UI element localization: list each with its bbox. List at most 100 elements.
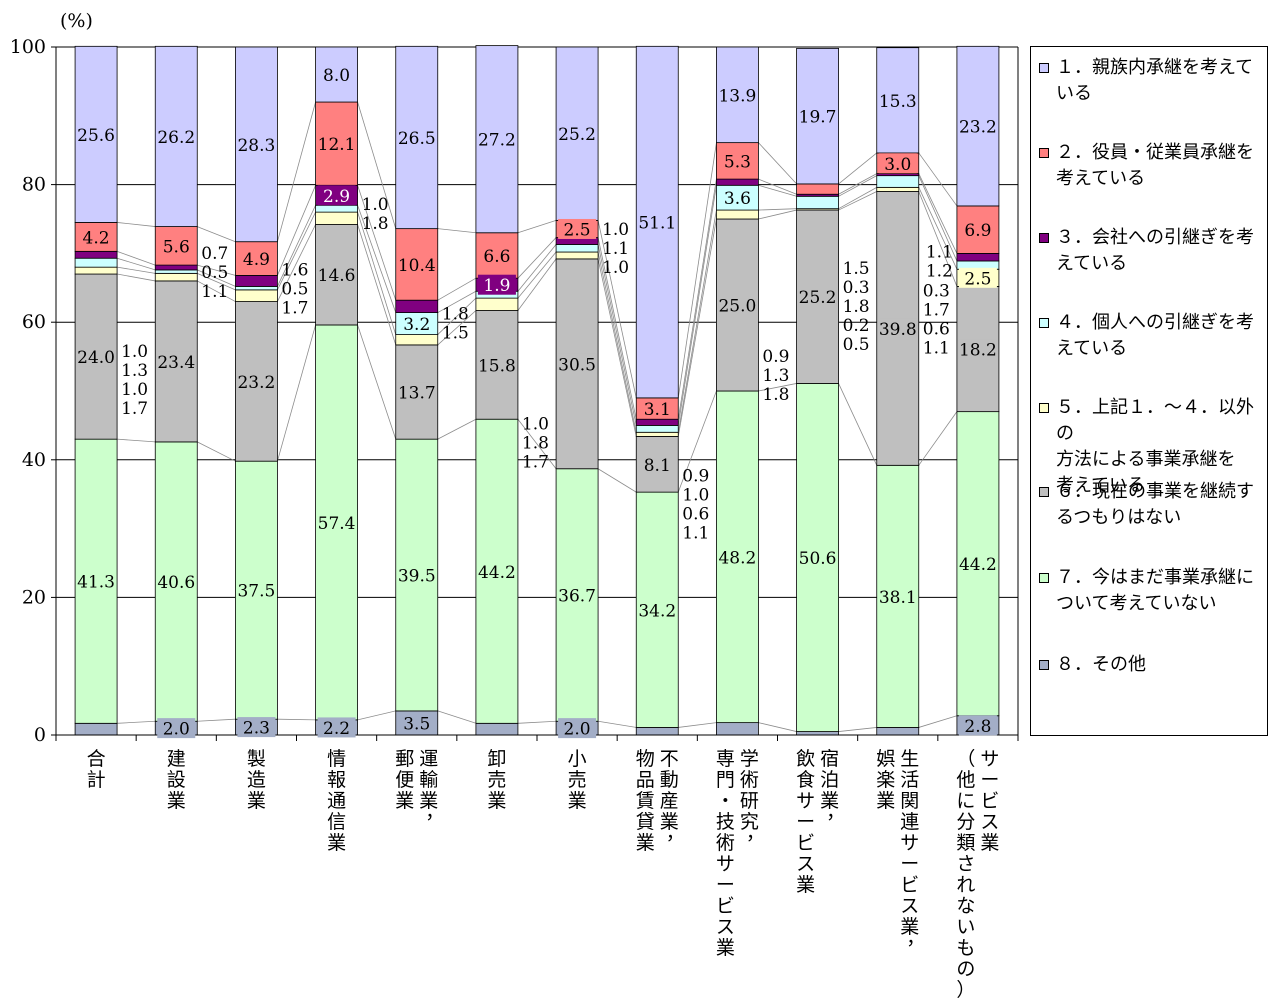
data-label: 25.6 [77,126,115,146]
connector-line [758,142,797,185]
legend-item: １．親族内承継を考えて いる [1039,55,1265,107]
category-label-char: な [956,895,975,917]
data-label-bg [718,84,757,105]
connector-line [758,209,797,220]
category-label-char: ビ [900,874,919,896]
data-label: 13.9 [718,86,756,106]
connector-line [597,258,637,437]
data-label-bg [798,547,837,568]
connector-line [277,205,316,287]
data-label-bg [317,133,356,154]
data-label-bg [958,553,997,574]
data-label-bg [317,185,356,206]
connector-line [437,228,476,234]
category-label-char: の [956,958,975,980]
connector-line [357,101,397,229]
category-label-char: 卸 [487,748,506,770]
legend-label: ８．その他 [1056,654,1146,675]
category-label-char: 賃 [636,790,655,812]
data-label-small: 0.5 [281,279,308,299]
category-label-char: ー [980,769,999,791]
data-label: 27.2 [478,131,516,151]
connector-line [277,211,316,291]
data-label-bg [958,715,997,736]
data-label: 25.2 [558,125,596,145]
data-label-small: 0.2 [843,316,870,336]
legend-label: １．親族内承継を考えて いる [1056,57,1254,104]
data-label: 5.6 [163,237,190,257]
category-label-char: ス [716,916,735,938]
category-label-char: 活 [900,769,919,791]
data-label-small: 1.0 [682,486,709,506]
data-label-small: 1.1 [926,243,953,263]
data-label-bg [718,150,757,171]
connector-line [918,715,958,728]
category-label-char: 産 [660,790,679,812]
connector-line [277,101,316,242]
legend-label: ４．個人への引継ぎを考 えている [1056,312,1254,359]
data-label-bg [718,187,757,208]
data-label-small: 1.8 [843,297,870,317]
category-label-char: ， [826,801,845,823]
data-label-small: 1.1 [682,524,709,544]
data-label: 19.7 [799,108,837,128]
category-label-char: （ [956,748,975,770]
connector-line [357,205,397,313]
data-label: 12.1 [318,135,356,155]
bar-segment [635,418,679,426]
data-label: 3.6 [724,189,751,209]
connector-line [597,468,637,493]
data-label-bg [958,116,997,137]
data-label-small: 1.2 [926,262,953,282]
connector-line [517,244,557,292]
data-label-bg [157,718,196,739]
connector-line [357,212,397,335]
legend-swatch [1039,487,1049,497]
category-label-char: 分 [956,811,975,833]
category-label-char: 建 [167,748,186,770]
data-label-bg [718,295,757,315]
bar-segment [475,722,519,736]
connector-line [758,184,797,197]
data-label: 23.4 [157,353,195,373]
connector-line [197,280,236,302]
legend-swatch [1039,233,1049,243]
data-label-small: 1.0 [121,380,148,400]
data-label-bg [477,354,516,375]
category-label-char: 業 [980,832,999,854]
data-label-small: 1.8 [762,385,789,405]
category-label-char: 輸 [419,769,438,791]
data-label-bg [798,286,837,307]
connector-line [197,269,236,287]
connector-line [277,224,316,302]
data-label: 18.2 [959,341,997,361]
data-label-small: 1.0 [362,195,389,215]
connector-line [918,411,958,466]
legend-item: ６．現在の事業を継続す るつもりはない [1039,479,1265,531]
data-label: 1.9 [483,276,510,296]
connector-line [677,185,717,426]
connector-line [517,237,557,279]
data-label-small: 1.3 [762,366,789,386]
category-label-char: 楽 [876,769,895,791]
bar-segment [395,299,439,313]
data-label: 2.8 [964,717,991,737]
data-label-bg [237,134,276,155]
category-label-char: も [956,937,975,959]
category-label-char: 品 [636,769,655,791]
bar-segment [154,272,198,282]
connector-line [197,264,236,276]
data-label: 15.3 [879,92,917,112]
data-label-bg [558,218,597,239]
category-label-char: 情 [327,748,346,770]
category-label-char: 娯 [876,748,895,770]
connector-line [437,297,477,335]
category-label-char: 業 [716,937,735,959]
data-label-bg [798,106,837,127]
connector-line [197,441,236,462]
category-label-char: ， [425,801,444,823]
connector-line [597,237,637,420]
data-label: 2.0 [163,720,190,740]
bar-segment [235,275,278,287]
